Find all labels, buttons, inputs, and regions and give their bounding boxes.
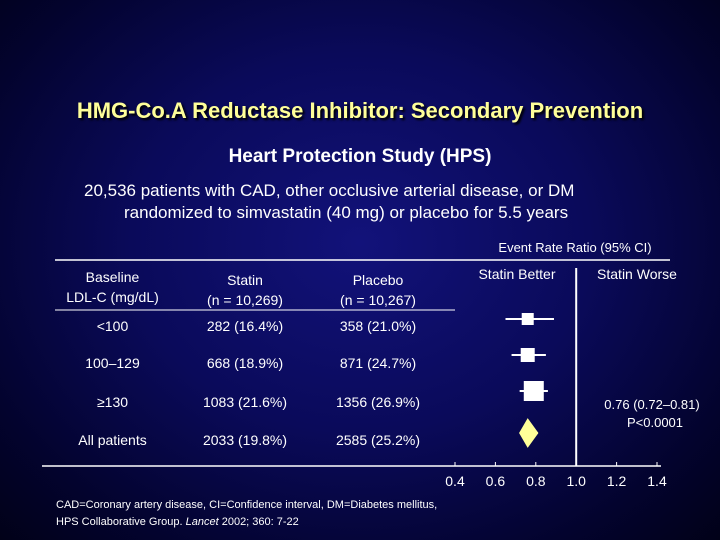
footnote-line-1: CAD=Coronary artery disease, CI=Confiden… <box>56 499 438 511</box>
row-placebo: 358 (21.0%) <box>339 318 417 334</box>
baseline-header-line-2: LDL-C (mg/dL) <box>66 289 159 305</box>
x-tick-label: 0.6 <box>486 473 506 489</box>
footnote-citation: 2002; 360: 7-22 <box>218 516 299 528</box>
slide-title: HMG-Co.A Reductase Inhibitor: Secondary … <box>76 98 644 123</box>
baseline-header-line-1: Baseline <box>85 269 140 285</box>
row-statin: 2033 (19.8%) <box>202 432 288 448</box>
description-line-2: randomized to simvastatin (40 mg) or pla… <box>124 203 569 222</box>
row-label: <100 <box>96 318 129 334</box>
row-placebo: 871 (24.7%) <box>339 355 417 371</box>
footnote-journal: Lancet <box>185 516 219 528</box>
description-line-1: 20,536 patients with CAD, other occlusiv… <box>84 181 575 200</box>
row-label: 100–129 <box>85 355 140 371</box>
x-tick-label: 0.8 <box>526 473 546 489</box>
row-placebo: 1356 (26.9%) <box>335 394 421 410</box>
x-tick-label: 0.4 <box>445 473 465 489</box>
study-name: Heart Protection Study (HPS) <box>228 146 492 167</box>
row-statin: 1083 (21.6%) <box>202 394 288 410</box>
x-tick-label: 1.0 <box>566 473 586 489</box>
row-statin: 282 (16.4%) <box>206 318 284 334</box>
point-marker <box>523 381 544 401</box>
x-tick-label: 1.4 <box>647 473 667 489</box>
footnote-authors: HPS Collaborative Group. <box>56 516 186 528</box>
p-value: P<0.0001 <box>627 415 683 430</box>
point-marker <box>520 348 535 362</box>
placebo-header-line-1: Placebo <box>352 272 404 288</box>
x-tick-label: 1.2 <box>607 473 627 489</box>
summary-estimate: 0.76 (0.72–0.81) <box>604 397 699 412</box>
placebo-header: Placebo (n = 10,267) <box>318 270 438 310</box>
study-description: 20,536 patients with CAD, other occlusiv… <box>84 180 684 224</box>
row-label: ≥130 <box>96 394 129 410</box>
chart-title: Event Rate Ratio (95% CI) <box>498 240 651 255</box>
summary-diamond <box>519 418 539 448</box>
statin-header-line-1: Statin <box>227 272 263 288</box>
forest-marks: 0.4 0.6 0.8 1.0 1.2 1.4 <box>42 268 667 489</box>
statin-better-label: Statin Better <box>478 266 555 282</box>
placebo-header-line-2: (n = 10,267) <box>340 292 416 308</box>
statin-header-line-2: (n = 10,269) <box>207 292 283 308</box>
baseline-header: Baseline LDL-C (mg/dL) <box>55 267 170 307</box>
row-label: All patients <box>78 432 147 448</box>
point-marker <box>521 313 534 325</box>
statin-worse-label: Statin Worse <box>597 266 677 282</box>
row-placebo: 2585 (25.2%) <box>335 432 421 448</box>
statin-header: Statin (n = 10,269) <box>185 270 305 310</box>
row-statin: 668 (18.9%) <box>206 355 284 371</box>
footnote-line-2: HPS Collaborative Group. Lancet 2002; 36… <box>56 514 437 531</box>
footnote: CAD=Coronary artery disease, CI=Confiden… <box>56 497 437 531</box>
